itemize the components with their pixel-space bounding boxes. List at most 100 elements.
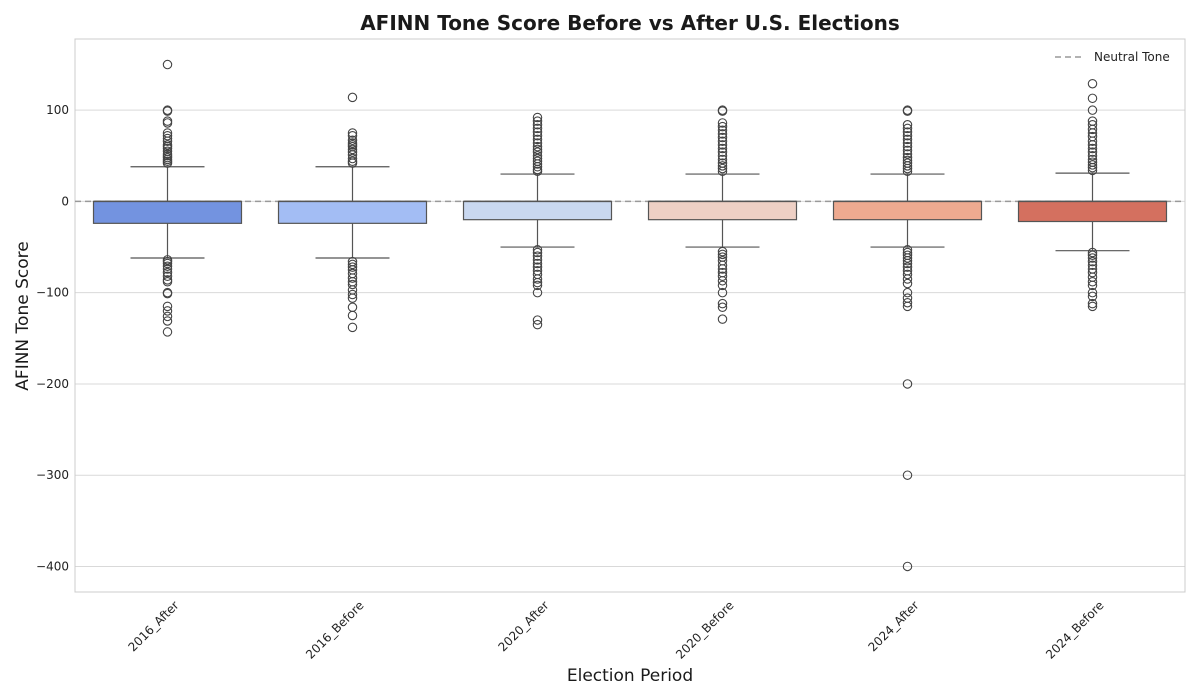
outlier-point (717, 147, 728, 157)
outlier-point (162, 267, 173, 278)
outlier-point (532, 315, 543, 325)
outlier-point (162, 271, 173, 282)
outlier-point (162, 59, 173, 70)
y-axis-label: AFINN Tone Score (13, 241, 33, 390)
outlier-point (532, 287, 543, 298)
x-tick-label: 2020_Before (673, 598, 736, 661)
plot-frame (74, 38, 1186, 593)
outlier-point (347, 310, 358, 321)
outlier-point (902, 106, 913, 116)
outlier-point (532, 134, 543, 145)
outlier-point (532, 130, 543, 141)
outlier-point (902, 163, 913, 174)
outlier-point (717, 129, 728, 139)
box-2020_Before (647, 105, 798, 324)
outlier-point (902, 138, 913, 148)
outlier-point (532, 116, 543, 126)
box-2024_After (832, 105, 983, 572)
outlier-point (902, 301, 913, 312)
outlier-point (162, 276, 173, 287)
outlier-point (902, 166, 913, 177)
outlier-point (1087, 276, 1098, 287)
outlier-point (717, 260, 728, 271)
outlier-point (902, 297, 913, 308)
outlier-point (902, 141, 913, 152)
outlier-point (717, 136, 728, 146)
outlier-point (717, 106, 728, 116)
outlier-point (1087, 147, 1098, 157)
outlier-point (1087, 267, 1098, 278)
y-tick-label: −200 (36, 377, 69, 391)
outlier-point (902, 130, 913, 141)
outlier-point (1087, 162, 1098, 173)
outlier-point (1087, 93, 1098, 104)
outlier-point (532, 166, 543, 177)
outlier-point (347, 92, 358, 103)
outlier-point (902, 561, 913, 572)
outlier-point (902, 258, 913, 269)
outlier-point (162, 311, 173, 322)
outlier-point (532, 147, 543, 157)
outlier-point (902, 253, 913, 263)
outlier-point (347, 147, 358, 157)
outlier-point (1087, 165, 1098, 176)
outlier-point (532, 245, 543, 255)
outlier-point (1087, 151, 1098, 161)
box-2024_Before (1017, 78, 1168, 312)
outlier-point (532, 144, 543, 155)
outlier-point (717, 121, 728, 132)
outlier-point (717, 271, 728, 282)
outlier-point (162, 327, 173, 337)
outlier-point (717, 246, 728, 257)
outlier-point (1087, 78, 1098, 89)
outlier-point (532, 159, 543, 169)
outlier-point (162, 264, 173, 274)
outlier-point (162, 258, 173, 269)
outlier-point (717, 161, 728, 171)
y-tick-label: −400 (36, 559, 69, 573)
outlier-point (1087, 105, 1098, 115)
outlier-point (347, 262, 358, 272)
outlier-point (162, 306, 173, 316)
outlier-point (902, 379, 913, 389)
outlier-point (902, 149, 913, 159)
outlier-point (717, 151, 728, 161)
legend-label-neutral-tone: Neutral Tone (1094, 50, 1170, 64)
outlier-point (1087, 253, 1098, 263)
outlier-point (1087, 124, 1098, 135)
outlier-point (1087, 136, 1098, 146)
outlier-point (347, 302, 358, 313)
outlier-point (1087, 143, 1098, 154)
outlier-point (902, 274, 913, 284)
chart-title: AFINN Tone Score Before vs After U.S. El… (360, 11, 900, 35)
x-tick-label: 2016_Before (303, 598, 366, 661)
outlier-point (1087, 247, 1098, 258)
outlier-point (1087, 256, 1098, 267)
outlier-point (162, 143, 173, 154)
outlier-point (347, 289, 358, 300)
box-2020_After (462, 112, 613, 330)
outlier-point (347, 293, 358, 303)
outlier-point (532, 274, 543, 284)
outlier-point (532, 112, 543, 123)
outlier-point (162, 130, 173, 141)
outlier-point (532, 162, 543, 172)
outlier-point (902, 123, 913, 134)
outlier-point (902, 470, 913, 480)
y-tick-label: 0 (61, 194, 69, 208)
outlier-point (717, 132, 728, 143)
box-body (277, 200, 428, 224)
outlier-point (347, 273, 358, 283)
box-body (647, 200, 798, 221)
outlier-point (347, 322, 358, 333)
outlier-point (532, 262, 543, 272)
outlier-point (162, 116, 173, 126)
outlier-point (347, 158, 358, 168)
outlier-point (162, 106, 173, 116)
outlier-point (902, 145, 913, 156)
outlier-point (532, 120, 543, 130)
x-axis-label: Election Period (567, 666, 693, 686)
outlier-point (717, 280, 728, 291)
outlier-point (347, 259, 358, 270)
